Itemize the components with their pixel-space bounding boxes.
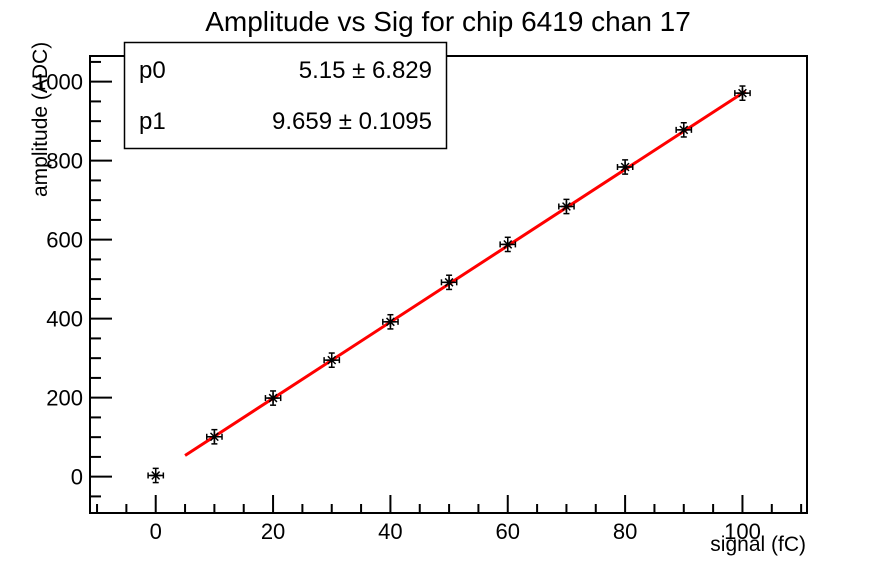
marker-stroke — [679, 125, 689, 135]
data-point — [558, 198, 575, 215]
stats-p0-value: 5.15 ± 6.829 — [299, 57, 432, 84]
fit-line-segment — [184, 89, 747, 457]
marker-stroke — [444, 277, 454, 287]
marker-stroke — [738, 88, 747, 98]
marker-stroke — [268, 393, 278, 403]
marker-stroke — [503, 239, 513, 249]
stats-box: p0 5.15 ± 6.829 p1 9.659 ± 0.1095 — [123, 41, 448, 150]
marker-stroke — [385, 317, 395, 327]
data-point — [734, 85, 751, 101]
data-point — [675, 122, 693, 138]
stats-p1-value: 9.659 ± 0.1095 — [272, 108, 432, 135]
x-tick-label: 40 — [378, 519, 402, 544]
chart-title: Amplitude vs Sig for chip 6419 chan 17 — [205, 6, 691, 37]
stats-box-border — [123, 41, 448, 150]
y-axis-title: amplitude (ADC) — [29, 42, 52, 197]
x-axis-title: signal (fC) — [710, 533, 806, 556]
fit-line — [184, 89, 747, 457]
marker-stroke — [562, 202, 571, 211]
y-tick-label: 800 — [46, 149, 83, 174]
marker-stroke — [620, 162, 630, 172]
data-point — [440, 274, 458, 291]
marker-stroke — [151, 471, 161, 480]
data-point — [499, 236, 517, 253]
y-tick-label: 200 — [46, 386, 83, 411]
x-tick-label: 100 — [724, 519, 761, 544]
data-point — [264, 390, 282, 406]
x-tick-label: 80 — [613, 519, 637, 544]
y-tick-label: 400 — [46, 307, 83, 332]
x-tick-label: 0 — [150, 519, 162, 544]
x-tick-label: 60 — [496, 519, 520, 544]
marker-stroke — [209, 432, 219, 442]
data-point — [206, 428, 223, 445]
data-point — [147, 467, 165, 484]
data-point — [323, 352, 341, 368]
data-point — [382, 313, 399, 330]
y-tick-label: 600 — [46, 228, 83, 253]
x-tick-label: 20 — [261, 519, 285, 544]
y-tick-label: 0 — [71, 465, 83, 490]
stats-p1-label: p1 — [139, 108, 166, 135]
stats-p0-label: p0 — [139, 57, 166, 84]
data-points — [147, 85, 751, 484]
marker-stroke — [327, 355, 337, 365]
y-tick-label: 1000 — [34, 70, 83, 95]
data-point — [616, 159, 634, 175]
